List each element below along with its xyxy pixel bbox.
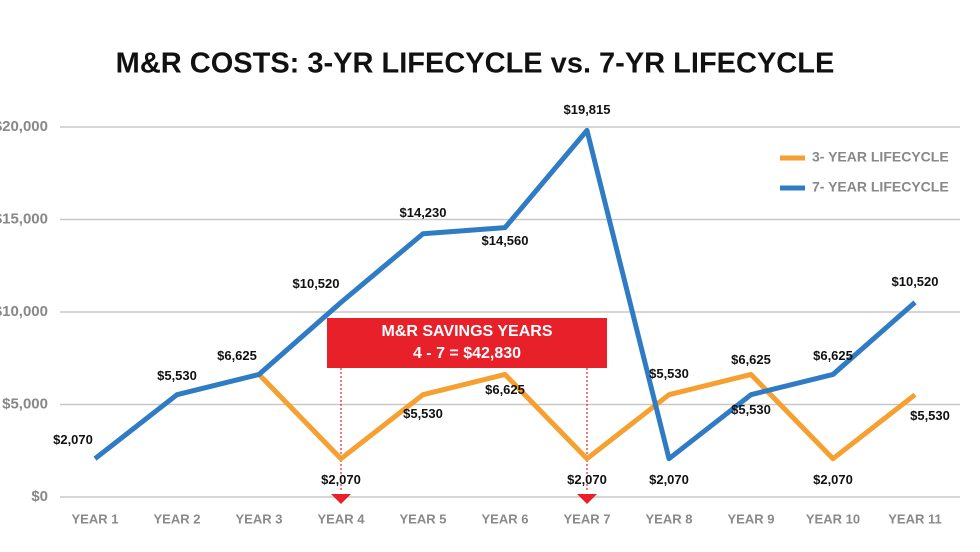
y-tick-label: $10,000 — [0, 303, 48, 320]
annotation-arrow — [331, 494, 351, 504]
data-label: $14,560 — [482, 233, 529, 248]
annotation-text: 4 - 7 = $42,830 — [413, 345, 521, 362]
data-label: $5,530 — [157, 368, 197, 383]
data-label: $5,530 — [910, 408, 950, 423]
y-tick-label: $15,000 — [0, 210, 48, 227]
x-tick-label: YEAR 4 — [318, 511, 366, 526]
data-label: $6,625 — [813, 348, 853, 363]
annotation-text: M&R SAVINGS YEARS — [382, 323, 553, 340]
x-tick-label: YEAR 7 — [564, 511, 611, 526]
x-tick-label: YEAR 5 — [400, 511, 447, 526]
data-label: $14,230 — [400, 205, 447, 220]
x-tick-label: YEAR 2 — [154, 511, 201, 526]
x-tick-label: YEAR 11 — [888, 511, 941, 526]
x-tick-label: YEAR 9 — [728, 511, 775, 526]
data-label: $10,520 — [892, 274, 939, 289]
chart-title: M&R COSTS: 3-YR LIFECYCLE vs. 7-YR LIFEC… — [116, 48, 835, 80]
data-label: $6,625 — [731, 352, 771, 367]
x-tick-label: YEAR 6 — [482, 511, 529, 526]
data-label: $2,070 — [53, 432, 93, 447]
series-line — [93, 127, 917, 462]
data-label: $5,530 — [403, 406, 443, 421]
legend-label: 3- YEAR LIFECYCLE — [812, 149, 949, 165]
data-label: $2,070 — [567, 472, 607, 487]
x-tick-label: YEAR 3 — [236, 511, 283, 526]
x-tick-label: YEAR 10 — [806, 511, 860, 526]
data-label: $6,625 — [485, 382, 525, 397]
data-label: $19,815 — [564, 102, 611, 117]
data-label: $5,530 — [649, 366, 689, 381]
x-tick-label: YEAR 1 — [72, 511, 119, 526]
x-tick-label: YEAR 8 — [646, 511, 693, 526]
data-label: $2,070 — [321, 472, 361, 487]
data-label: $2,070 — [813, 472, 853, 487]
annotation-box — [327, 318, 607, 368]
y-tick-label: $20,000 — [0, 118, 48, 135]
annotation-arrow — [577, 494, 597, 504]
series-line — [257, 371, 917, 462]
y-tick-label: $5,000 — [2, 395, 48, 412]
legend-label: 7- YEAR LIFECYCLE — [812, 179, 949, 195]
y-tick-label: $0 — [31, 488, 48, 505]
data-label: $6,625 — [217, 348, 257, 363]
data-label: $5,530 — [731, 402, 771, 417]
data-label: $2,070 — [649, 472, 689, 487]
data-label: $10,520 — [293, 276, 340, 291]
